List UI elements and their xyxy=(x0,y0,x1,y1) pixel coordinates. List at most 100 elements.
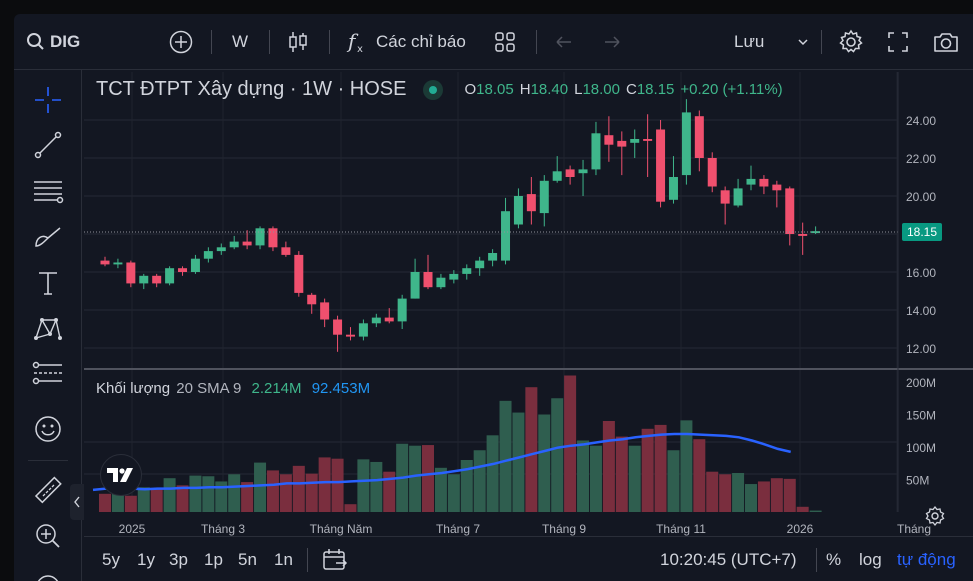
last-price-value: 18.15 xyxy=(907,225,937,239)
symbol-search-button[interactable]: DIG xyxy=(26,14,80,70)
candle-body xyxy=(345,334,355,337)
high-value: 18.40 xyxy=(530,81,569,98)
time-axis-settings-button[interactable] xyxy=(924,505,946,527)
price-tick-label: 16.00 xyxy=(906,266,936,280)
interval-button[interactable]: W xyxy=(232,14,248,70)
snapshot-button[interactable] xyxy=(932,14,960,70)
volume-bar xyxy=(667,450,680,512)
range-5y-button[interactable]: 5y xyxy=(102,537,120,581)
timezone-button[interactable]: 10:20:45 (UTC+7) xyxy=(660,537,797,581)
candle-body xyxy=(436,277,446,288)
volume-bar xyxy=(719,474,732,512)
save-button[interactable]: Lưu xyxy=(734,14,764,70)
candle-body xyxy=(281,247,291,255)
go-to-date-button[interactable] xyxy=(322,537,348,581)
candle-body xyxy=(591,133,601,170)
market-status-icon[interactable] xyxy=(422,79,443,100)
volume-bar xyxy=(693,439,706,512)
percent-scale-button[interactable]: % xyxy=(826,537,841,581)
volume-bar xyxy=(499,400,512,512)
range-1p-button[interactable]: 1p xyxy=(204,537,223,581)
fullscreen-button[interactable] xyxy=(886,14,910,70)
chart-type-button[interactable] xyxy=(287,14,309,70)
bottom-toolbar: 5y 1y 3p 1p 5n 1n 10:20:45 (UTC+7) % log… xyxy=(84,536,973,581)
price-chart[interactable]: 24.00 22.00 20.00 18.00 16.00 14.00 12.00 200M… xyxy=(84,72,973,536)
redo-button[interactable] xyxy=(602,14,622,70)
crosshair-tool[interactable] xyxy=(30,82,66,118)
volume-bar xyxy=(163,478,176,512)
magnet-tool[interactable] xyxy=(30,566,66,581)
trend-line-tool[interactable] xyxy=(30,127,66,163)
redo-icon xyxy=(605,36,620,48)
zoom-tool[interactable] xyxy=(30,518,66,554)
volume-bar xyxy=(241,482,254,512)
volume-label[interactable]: Khối lượng xyxy=(96,380,171,397)
range-label: 1n xyxy=(274,549,293,569)
toolbar-divider xyxy=(307,548,308,572)
undo-button[interactable] xyxy=(554,14,574,70)
candle-body xyxy=(126,262,136,284)
range-3p-button[interactable]: 3p xyxy=(169,537,188,581)
collapse-toolbar-button[interactable] xyxy=(70,484,84,520)
candle-body xyxy=(798,234,808,236)
candle-body xyxy=(397,298,407,322)
emoji-tool[interactable] xyxy=(30,411,66,447)
volume-bar xyxy=(279,474,292,512)
brush-tool[interactable] xyxy=(30,219,66,255)
candle-body xyxy=(358,323,368,337)
volume-bar xyxy=(137,487,150,512)
templates-button[interactable] xyxy=(494,14,516,70)
camera-icon xyxy=(934,33,958,52)
volume-bar xyxy=(732,473,745,512)
time-tick-label: Tháng Năm xyxy=(310,522,373,536)
candle-body xyxy=(643,139,653,141)
drawing-toolbar xyxy=(14,70,84,581)
volume-bar xyxy=(460,460,473,512)
range-5n-button[interactable]: 5n xyxy=(238,537,257,581)
tradingview-logo[interactable] xyxy=(100,454,142,496)
volume-bar xyxy=(266,470,279,512)
pattern-tool[interactable] xyxy=(30,311,66,347)
settings-button[interactable] xyxy=(838,14,864,70)
volume-bar xyxy=(447,474,460,512)
auto-scale-button[interactable]: tự động xyxy=(897,537,956,581)
price-tick-label: 12.00 xyxy=(906,342,936,356)
last-price-badge xyxy=(902,223,942,241)
forecast-tool[interactable] xyxy=(30,356,66,392)
candle-body xyxy=(604,135,614,145)
range-1y-button[interactable]: 1y xyxy=(137,537,155,581)
gear-icon xyxy=(839,29,863,53)
calendar-icon xyxy=(323,548,348,570)
volume-bar xyxy=(628,445,641,512)
range-label: 5n xyxy=(238,549,257,569)
volume-bar xyxy=(525,387,538,512)
ruler-tool[interactable] xyxy=(30,473,66,509)
trend-line-icon xyxy=(34,131,62,159)
text-tool[interactable] xyxy=(30,265,66,301)
volume-bar xyxy=(318,457,331,512)
volume-bar xyxy=(228,474,241,512)
chart-title[interactable]: TCT ĐTPT Xây dựng · 1W · HOSE xyxy=(96,78,407,100)
chart-pane[interactable]: 24.00 22.00 20.00 18.00 16.00 14.00 12.00 200M… xyxy=(84,72,973,536)
candle-body xyxy=(578,169,588,174)
auto-label: tự động xyxy=(897,549,956,569)
tradingview-logo-icon xyxy=(107,468,133,482)
candle-body xyxy=(333,319,343,335)
save-label: Lưu xyxy=(734,32,765,51)
gear-icon xyxy=(925,505,945,527)
log-scale-button[interactable]: log xyxy=(859,537,882,581)
range-1n-button[interactable]: 1n xyxy=(274,537,293,581)
candle-body xyxy=(100,260,110,265)
save-menu-button[interactable] xyxy=(796,14,810,70)
open-value: 18.05 xyxy=(476,81,514,98)
range-label: 3p xyxy=(169,549,188,569)
candle-body xyxy=(423,272,433,288)
crosshair-icon xyxy=(35,87,61,113)
fib-tool[interactable] xyxy=(30,173,66,209)
volume-bar xyxy=(473,450,486,512)
magnet-icon xyxy=(37,575,59,581)
candle-body xyxy=(165,268,175,284)
volume-value: 2.214M xyxy=(251,380,302,397)
compare-button[interactable] xyxy=(169,14,193,70)
